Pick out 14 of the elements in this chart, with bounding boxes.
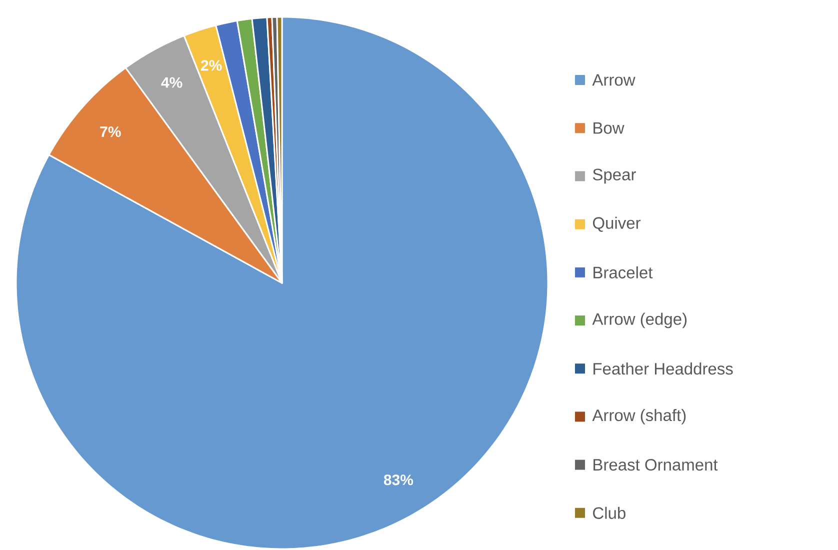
legend-label: Bracelet <box>594 266 653 279</box>
data-label: 4% <box>161 77 182 88</box>
legend-label: Arrow (shaft) <box>592 409 686 424</box>
legend-label: Breast Ornament <box>594 459 718 471</box>
legend-label: Arrow (edge) <box>592 312 687 328</box>
legend-label: Quiver <box>592 216 641 232</box>
legend-label: Feather Headdress <box>594 362 733 375</box>
data-label: 83% <box>384 474 414 486</box>
legend-label: Spear <box>592 168 636 184</box>
data-label: 2% <box>200 60 222 71</box>
legend-label: Bow <box>594 122 624 134</box>
data-label: 7% <box>100 126 121 138</box>
legend-label: Club <box>593 506 626 520</box>
legend-label: Arrow <box>592 74 636 86</box>
